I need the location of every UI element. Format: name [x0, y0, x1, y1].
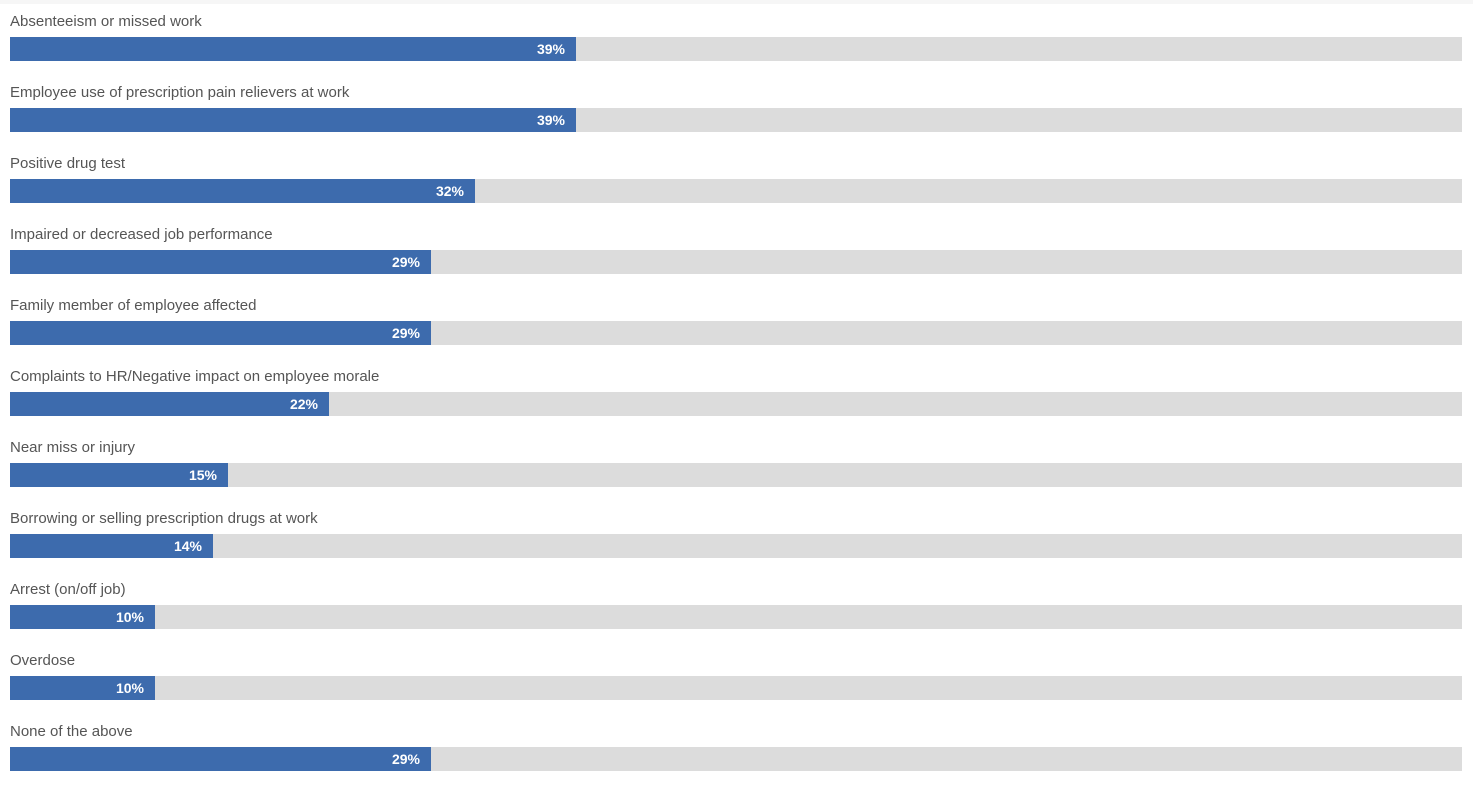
bar-row: Employee use of prescription pain reliev…: [10, 71, 1462, 132]
bar-value-label: 10%: [115, 609, 144, 625]
bar-value-label: 15%: [188, 467, 217, 483]
bar: 10%: [10, 605, 155, 629]
category-label: Complaints to HR/Negative impact on empl…: [10, 368, 380, 385]
bar-track: 15%: [10, 463, 1462, 487]
bar-row: Arrest (on/off job) 10%: [10, 568, 1462, 629]
bar-track: 32%: [10, 179, 1462, 203]
bar: 39%: [10, 37, 576, 61]
bar-track: 14%: [10, 534, 1462, 558]
bar-value-label: 14%: [173, 538, 202, 554]
bar-value-label: 29%: [391, 751, 420, 767]
bar: 29%: [10, 747, 431, 771]
category-label: Arrest (on/off job): [10, 581, 126, 598]
bar-row: Family member of employee affected 29%: [10, 284, 1462, 345]
bar: 10%: [10, 676, 155, 700]
bar-row: Complaints to HR/Negative impact on empl…: [10, 355, 1462, 416]
bar-row: Positive drug test 32%: [10, 142, 1462, 203]
bar-row: Near miss or injury 15%: [10, 426, 1462, 487]
category-label: Impaired or decreased job performance: [10, 226, 273, 243]
bar-row: Overdose 10%: [10, 639, 1462, 700]
bar-value-label: 10%: [115, 680, 144, 696]
category-label: Positive drug test: [10, 155, 126, 172]
category-label: None of the above: [10, 723, 133, 740]
bar: 14%: [10, 534, 213, 558]
bar-value-label: 22%: [289, 396, 318, 412]
bar-track: 39%: [10, 108, 1462, 132]
bar-row: Impaired or decreased job performance 29%: [10, 213, 1462, 274]
bar-track: 22%: [10, 392, 1462, 416]
category-label: Near miss or injury: [10, 439, 136, 456]
bar-row: None of the above 29%: [10, 710, 1462, 771]
bar-row: Absenteeism or missed work 39%: [10, 0, 1462, 61]
bar: 29%: [10, 321, 431, 345]
bar-track: 29%: [10, 250, 1462, 274]
bar: 39%: [10, 108, 576, 132]
bar-track: 39%: [10, 37, 1462, 61]
top-divider: [0, 0, 1473, 4]
category-label: Employee use of prescription pain reliev…: [10, 84, 350, 101]
category-label: Overdose: [10, 652, 76, 669]
category-label: Absenteeism or missed work: [10, 13, 202, 30]
bar: 32%: [10, 179, 475, 203]
bar-track: 10%: [10, 605, 1462, 629]
bar-row: Borrowing or selling prescription drugs …: [10, 497, 1462, 558]
category-label: Borrowing or selling prescription drugs …: [10, 510, 318, 527]
bar-value-label: 39%: [536, 112, 565, 128]
bar: 15%: [10, 463, 228, 487]
category-label: Family member of employee affected: [10, 297, 257, 314]
bar-track: 29%: [10, 747, 1462, 771]
bar-track: 29%: [10, 321, 1462, 345]
bar: 22%: [10, 392, 329, 416]
bar-value-label: 29%: [391, 254, 420, 270]
bar-value-label: 39%: [536, 41, 565, 57]
bar-track: 10%: [10, 676, 1462, 700]
bar: 29%: [10, 250, 431, 274]
bar-value-label: 29%: [391, 325, 420, 341]
bar-value-label: 32%: [435, 183, 464, 199]
